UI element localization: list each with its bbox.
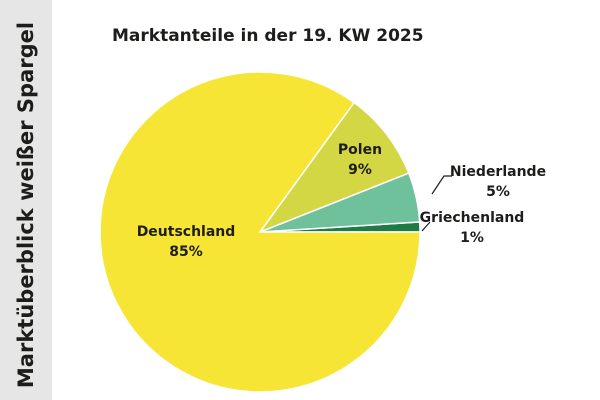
slice-label-deutschland: Deutschland: [137, 224, 236, 240]
leader-line-griechenland: [421, 221, 431, 232]
slice-value-deutschland: 85%: [169, 244, 203, 260]
side-band: Marktüberblick weißer Spargel: [0, 0, 52, 400]
slice-value-niederlande: 5%: [486, 184, 510, 200]
slice-value-polen: 9%: [348, 162, 372, 178]
slice-label-griechenland: Griechenland: [420, 210, 525, 226]
slice-value-griechenland: 1%: [460, 230, 484, 246]
pie-slice-polen: [257, 101, 410, 234]
slice-label-polen: Polen: [338, 142, 382, 158]
pie-slice-deutschland: [99, 71, 421, 393]
slice-label-niederlande: Niederlande: [450, 164, 546, 180]
chart-title: Marktanteile in der 19. KW 2025: [112, 26, 424, 46]
leader-line-niederlande: [431, 175, 452, 195]
